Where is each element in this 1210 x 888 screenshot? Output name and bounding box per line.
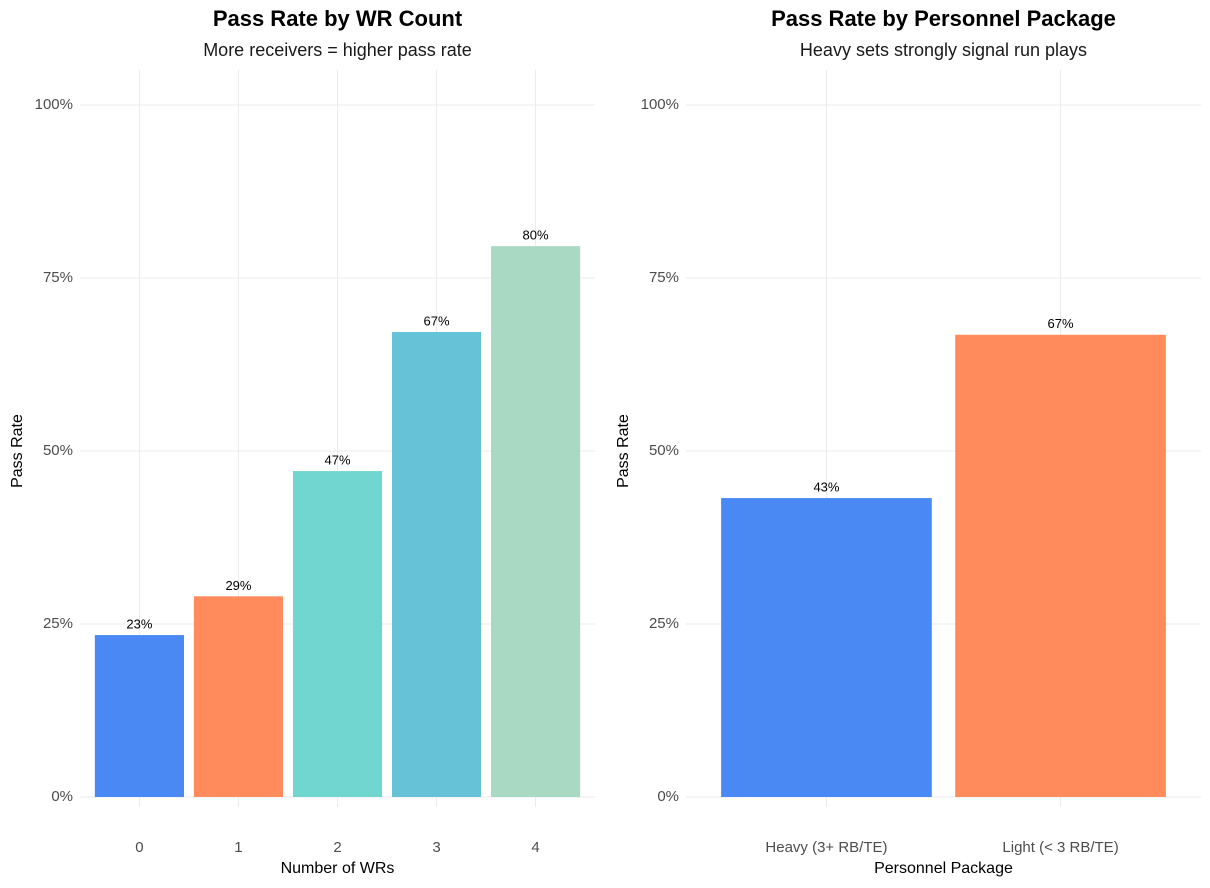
x-axis-title: Number of WRs (281, 860, 395, 877)
y-tick-label: 0% (657, 788, 679, 805)
value-label: 43% (813, 479, 839, 494)
bar (94, 635, 184, 797)
x-tick-label: 0 (135, 839, 143, 856)
y-tick-label: 75% (649, 269, 679, 286)
x-tick-label: Light (< 3 RB/TE) (1002, 839, 1118, 856)
bar (491, 246, 581, 798)
x-tick-label: 1 (234, 839, 242, 856)
bar (721, 498, 932, 797)
chart-title: Pass Rate by Personnel Package (771, 6, 1116, 31)
chart-subtitle: More receivers = higher pass rate (203, 40, 472, 60)
value-label: 29% (225, 578, 251, 593)
y-tick-label: 100% (35, 96, 73, 113)
x-tick-label: 2 (333, 839, 341, 856)
y-tick-label: 50% (43, 442, 73, 459)
x-tick-label: 4 (531, 839, 539, 856)
y-tick-label: 50% (649, 442, 679, 459)
y-axis-title: Pass Rate (615, 414, 632, 488)
value-label: 67% (1048, 316, 1074, 331)
x-tick-label: 3 (432, 839, 440, 856)
bar (193, 596, 284, 797)
bar (955, 334, 1166, 797)
y-tick-label: 75% (43, 269, 73, 286)
y-tick-label: 25% (43, 615, 73, 632)
y-tick-label: 100% (641, 96, 679, 113)
y-tick-label: 25% (649, 615, 679, 632)
chart-subtitle: Heavy sets strongly signal run plays (800, 40, 1087, 60)
chart-title: Pass Rate by WR Count (213, 6, 463, 31)
value-label: 80% (523, 228, 549, 243)
bar (292, 471, 383, 797)
value-label: 47% (324, 453, 350, 468)
x-axis-title: Personnel Package (874, 860, 1013, 877)
bar (391, 331, 482, 797)
y-tick-label: 0% (51, 788, 73, 805)
x-tick-label: Heavy (3+ RB/TE) (765, 839, 887, 856)
value-label: 67% (424, 313, 450, 328)
value-label: 23% (126, 617, 152, 632)
y-axis-title: Pass Rate (9, 414, 26, 488)
